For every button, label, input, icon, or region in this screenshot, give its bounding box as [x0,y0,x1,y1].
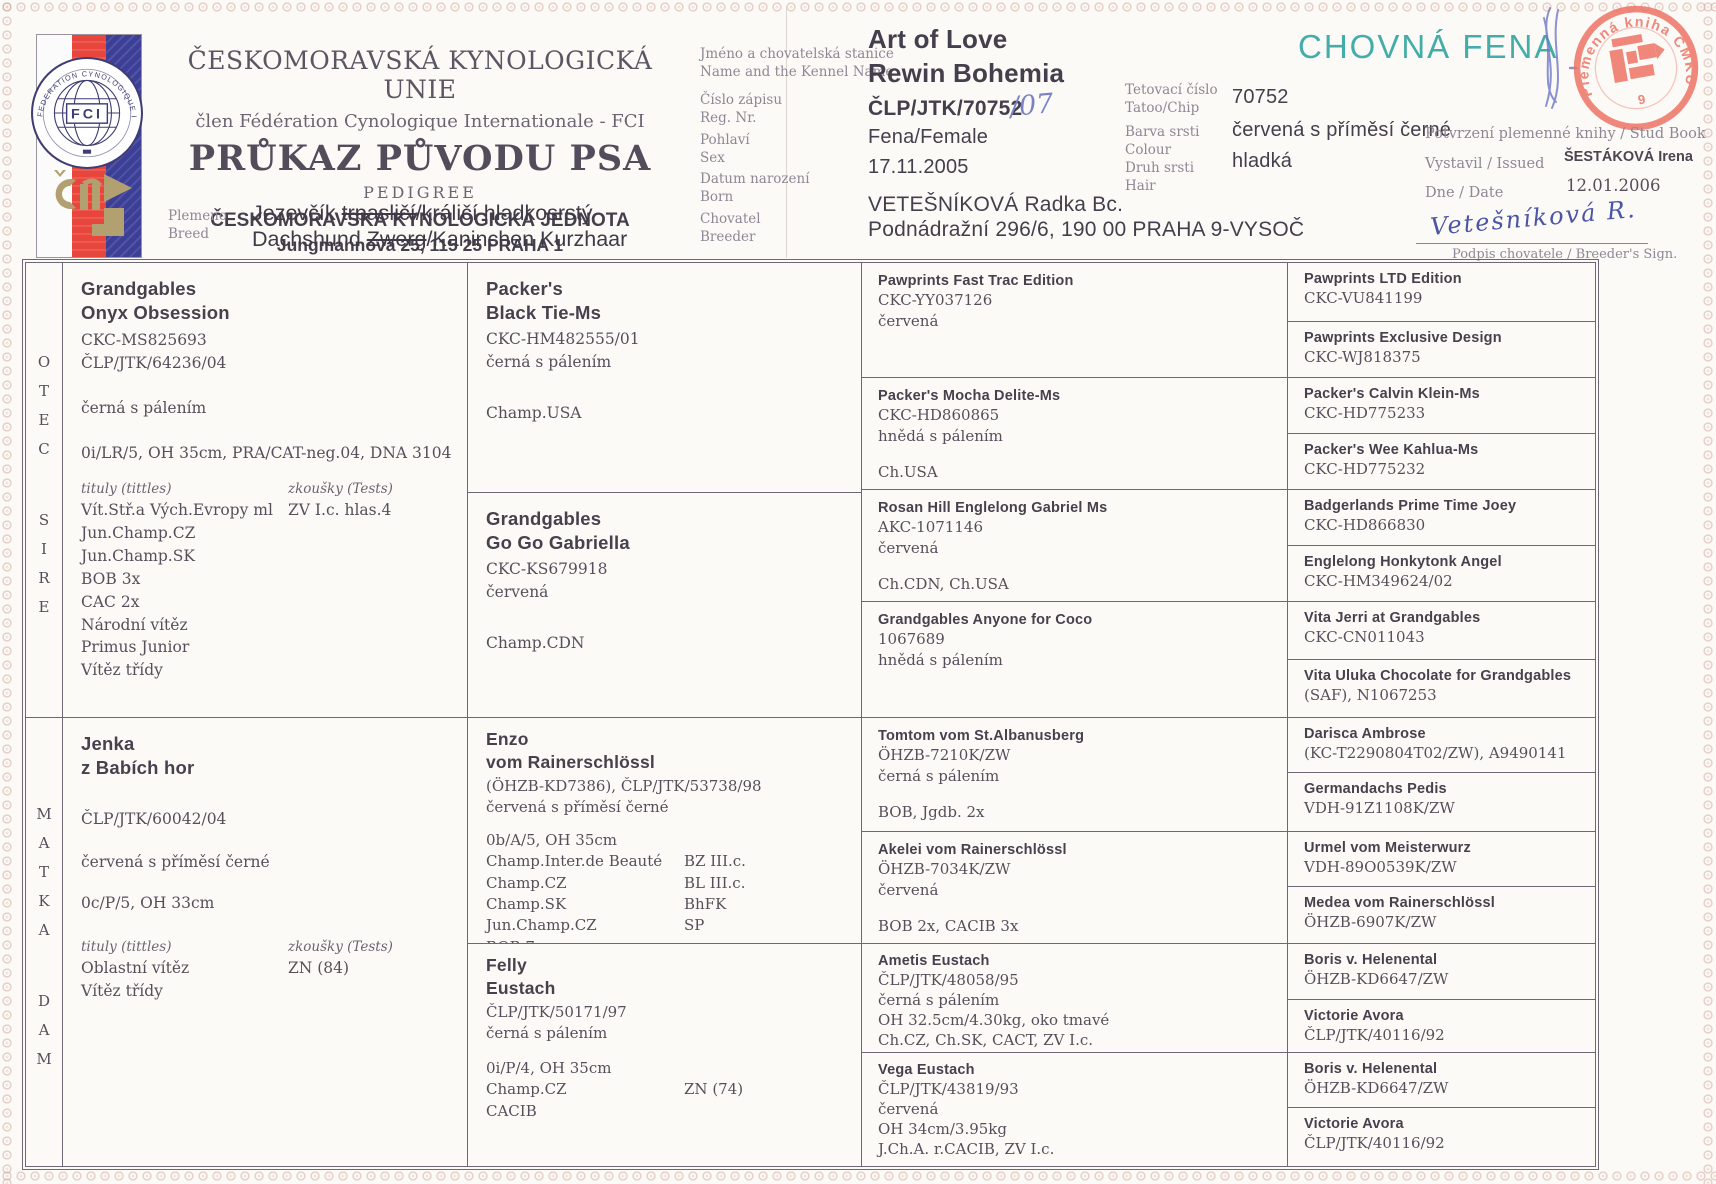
lace-border-right [1701,0,1716,1184]
breed-value: Jezevčík trpasličí/králičí hladkosrstý D… [252,201,628,252]
issuing-org-address: Jungmannova 25, 115 25 PRAHA 1 [276,235,564,255]
gggparent-cell: Pawprints LTD Edition CKC-VU841199 [1288,263,1595,322]
dam-letters: MATKA DAM [35,804,53,1079]
dog-name: Art of Love Rewin Bohemia [868,24,1065,88]
ggparent-cell: Grandgables Anyone for Coco 1067689 hněd… [862,602,1287,718]
lace-border-top [0,0,1716,15]
breeder-label: Chovatel Breeder [700,211,761,245]
grandparent-cell: Enzo vom Rainerschlössl (ÖHZB-KD7386), Č… [468,718,861,944]
page-fold-line [786,6,787,258]
pedigree-table: OTEC SIRE MATKA DAM Grandgables Onyx Obs… [22,259,1599,1170]
union-name: ČESKOMORAVSKÁ KYNOLOGICKÁ UNIE [187,46,653,104]
gggparent-cell: Pawprints Exclusive Design CKC-WJ818375 [1288,322,1595,378]
signature-line [1416,243,1648,244]
gggparent-cell: Packer's Wee Kahlua-Ms CKC-HD775232 [1288,434,1595,490]
gggparent-cell: Urmel vom Meisterwurz VDH-89O0539K/ZW [1288,832,1595,887]
name-label: Jméno a chovatelská stanice Name and the … [700,46,894,80]
status-badge: CHOVNÁ FENA [1298,28,1559,65]
reg-number: ČLP/JTK/70752 [868,97,1023,120]
born-value: 17.11.2005 [868,156,969,178]
ggparent-cell: Vega Eustach ČLP/JTK/43819/93 červená OH… [878,1062,1055,1159]
ggparent-cell: Akelei vom Rainerschlössl ÖHZB-7034K/ZW … [862,832,1287,944]
sire-cell: Grandgables Onyx Obsession CKC-MS825693 … [63,263,467,718]
hair-label: Druh srsti Hair [1125,160,1195,194]
hair-value: hladká [1232,150,1293,172]
cmkj-logo [54,170,132,236]
sire-letters: OTEC SIRE [26,263,62,718]
grandparent-cell: Packer's Black Tie-Ms CKC-HM482555/01 če… [468,263,861,493]
dam-cell: Jenka z Babích hor ČLP/JTK/60042/04 červ… [81,733,393,1000]
lace-border-left [0,0,15,1184]
grandparent-cell: Grandgables Go Go Gabriella CKC-KS679918… [468,493,861,718]
gggrandparents-column: Pawprints LTD Edition CKC-VU841199 Pawpr… [1288,263,1595,1166]
tattoo-label: Tetovací číslo Tatoo/Chip [1125,82,1218,116]
issuing-org: ČESKOMORAVSKÁ KYNOLOGICKÁ JEDNOTA [210,210,630,231]
gggparent-cell: Medea vom Rainerschlössl ÖHZB-6907K/ZW [1288,887,1595,944]
gggparent-cell: Victorie Avora ČLP/JTK/40116/92 [1304,1116,1445,1153]
ggparent-cell: Rosan Hill Englelong Gabriel Ms AKC-1071… [862,490,1287,602]
issued-label: Vystavil / Issued [1425,156,1545,172]
gggparent-cell: Boris v. Helenental ÖHZB-KD6647/ZW [1288,1053,1595,1108]
document-subtitle: PEDIGREE [363,183,477,202]
parents-column: Grandgables Onyx Obsession CKC-MS825693 … [63,263,468,1166]
studbook-stamp: Plemenná kniha ČMKU 9 [1572,5,1700,131]
born-label: Datum narození Born [700,171,810,205]
gggparent-cell: Vita Jerri at Grandgables CKC-CN011043 [1288,602,1595,660]
reg-label: Číslo zápisu Reg. Nr. [700,92,783,126]
breeder-name: VETEŠNÍKOVÁ Radka Bc. [868,193,1124,216]
ggparent-cell: Pawprints Fast Trac Edition CKC-YY037126… [862,263,1287,378]
coat-color-value: červená s příměsí černé [1232,119,1452,141]
grandparent-cell: Felly Eustach ČLP/JTK/50171/97 černá s p… [486,955,744,1120]
breed-label: Plemeno Breed [168,208,228,242]
ggparent-cell: Ametis Eustach ČLP/JTK/48058/95 černá s … [862,944,1287,1053]
gggparent-cell: Germandachs Pedis VDH-91Z1108K/ZW [1288,773,1595,832]
grandparents-column: Packer's Black Tie-Ms CKC-HM482555/01 če… [468,263,862,1166]
breeder-sign-label: Podpis chovatele / Breeder's Sign. [1452,247,1678,262]
gggparent-cell: Badgerlands Prime Time Joey CKC-HD866830 [1288,490,1595,546]
coat-color-label: Barva srsti Colour [1125,124,1200,158]
date-value: 12.01.2006 [1566,176,1661,195]
studbook-label: Potvrzení plemenné knihy / Stud Book [1425,126,1706,142]
gggparent-cell: Victorie Avora ČLP/JTK/40116/92 [1288,1000,1595,1053]
svg-text:9: 9 [1637,92,1647,108]
fci-membership-line: člen Fédération Cynologique Internationa… [195,111,645,132]
sex-value: Fena/Female [868,126,989,148]
sex-label: Pohlaví Sex [700,132,750,166]
lace-border-bottom [0,1169,1716,1184]
generation-letter-column: OTEC SIRE MATKA DAM [26,263,63,1166]
tattoo-value: 70752 [1232,86,1289,108]
gggparent-cell: Boris v. Helenental ÖHZB-KD6647/ZW [1288,944,1595,1000]
ggparent-cell: Packer's Mocha Delite-Ms CKC-HD860865 hn… [862,378,1287,490]
fci-logo: FEDERATION CYNOLOGIQUE INTERNATIONALE FC… [30,56,143,169]
gggparent-cell: Darisca Ambrose (KC-T2290804T02/ZW), A94… [1288,718,1595,773]
breeder-address: Podnádražní 296/6, 190 00 PRAHA 9-VYSOČ [868,218,1305,241]
svg-text:FCI: FCI [71,107,103,123]
greatgrandparents-column: Pawprints Fast Trac Edition CKC-YY037126… [862,263,1288,1166]
gggparent-cell: Vita Uluka Chocolate for Grandgables (SA… [1288,660,1595,718]
document-title: PRŮKAZ PŮVODU PSA [188,138,652,179]
reg-suffix-handwritten: /07 [1008,88,1055,123]
date-label: Dne / Date [1425,185,1504,201]
pen-mark [1543,7,1578,109]
ggparent-cell: Tomtom vom St.Albanusberg ÖHZB-7210K/ZW … [862,718,1287,832]
gggparent-cell: Englelong Honkytonk Angel CKC-HM349624/0… [1288,546,1595,602]
gggparent-cell: Packer's Calvin Klein-Ms CKC-HD775233 [1288,378,1595,434]
issued-by-value: ŠESTÁKOVÁ Irena [1564,149,1693,165]
